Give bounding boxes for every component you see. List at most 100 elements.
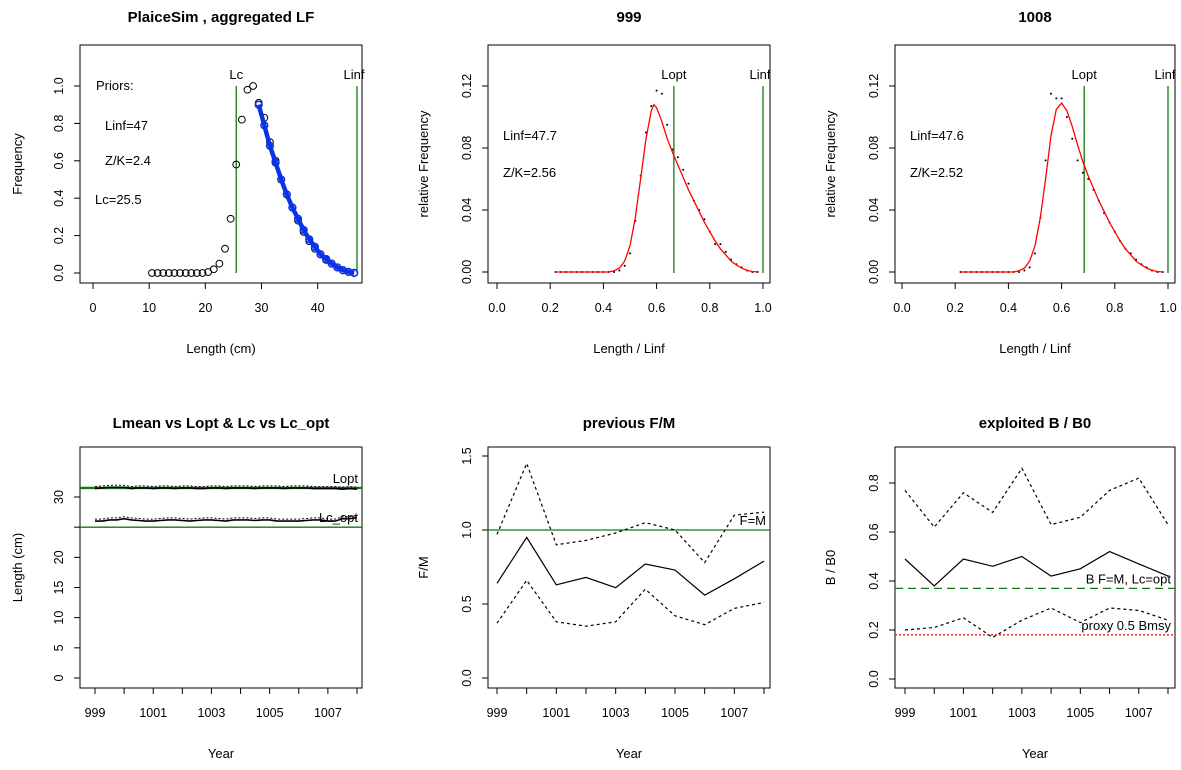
lmean-title: Lmean vs Lopt & Lc vs Lc_opt xyxy=(113,415,330,432)
r1008-data-point xyxy=(1071,137,1074,140)
lmean-x-tick-label: 1001 xyxy=(139,706,167,720)
r999-data-point xyxy=(682,168,685,171)
lf-y-tick-label: 0.6 xyxy=(52,152,66,169)
lf-fit-point xyxy=(265,141,275,150)
lmean-series-ci xyxy=(95,515,358,520)
lf-fit-point xyxy=(338,266,348,275)
r1008-data-point xyxy=(1028,266,1031,269)
lf-fit-point xyxy=(260,121,269,130)
r999-fit-curve xyxy=(555,103,758,273)
r1008-data-point xyxy=(1023,269,1026,272)
r1008-x-tick-label: 1.0 xyxy=(1159,301,1176,315)
r999-x-tick-label: 0.0 xyxy=(488,301,505,315)
r1008-x-label: Length / Linf xyxy=(999,341,1071,356)
lmean-x-label: Year xyxy=(208,746,235,761)
r999-data-point xyxy=(629,252,631,255)
r999-data-point xyxy=(703,218,706,221)
lmean-series-lmean-lower xyxy=(95,516,358,522)
fm-x-tick-label: 1003 xyxy=(602,706,630,720)
r999-data-point xyxy=(655,89,658,92)
lf-y-tick-label: 0.0 xyxy=(52,264,66,281)
lmean-hline-label: Lopt xyxy=(333,471,359,486)
bb0-hline-label: proxy 0.5 Bmsy xyxy=(1081,618,1171,633)
lmean-x-tick-label: 999 xyxy=(85,706,106,720)
fm-hline-label: F=M xyxy=(740,513,766,528)
r999-plot-frame xyxy=(487,44,771,284)
lf-data-point xyxy=(181,269,190,277)
bb0-x-tick-label: 999 xyxy=(895,706,916,720)
lf-fit-point xyxy=(299,225,308,235)
r1008-x-tick-label: 0.8 xyxy=(1106,301,1123,315)
lf-fit-point xyxy=(316,250,325,259)
r1008-vline-label: Lopt xyxy=(1072,67,1098,82)
fm-x-tick-label: 1001 xyxy=(542,706,570,720)
lmean-y-tick-label: 0 xyxy=(52,674,66,681)
lf-data-point xyxy=(198,269,207,277)
lf-fit-point xyxy=(293,214,303,223)
lf-fit-point xyxy=(277,175,286,184)
fm-y-tick-label: 0.0 xyxy=(460,669,474,686)
lf-fit-point xyxy=(310,242,320,251)
lf-annotation: Z/K=2.4 xyxy=(105,153,151,168)
r999-data-point xyxy=(618,269,621,272)
lf-fit-point xyxy=(254,100,263,109)
lf-data-point xyxy=(187,269,196,277)
lf-x-tick-label: 10 xyxy=(142,301,156,315)
lf-data-point xyxy=(153,269,162,277)
r999-data-point xyxy=(666,123,669,126)
r999-data-point xyxy=(676,156,679,159)
r1008-data-point xyxy=(1076,159,1079,162)
lf-title: PlaiceSim , aggregated LF xyxy=(128,9,315,26)
lmean-series-lmean-upper xyxy=(94,486,358,491)
bb0-series-upper xyxy=(904,467,1169,529)
lf-data-point xyxy=(209,265,218,274)
lf-fit-point xyxy=(321,254,331,264)
lf-fit-point xyxy=(282,190,291,199)
r1008-vline-label: Linf xyxy=(1155,67,1176,82)
r1008-y-tick-label: 0.08 xyxy=(867,136,881,160)
r999-data-point xyxy=(623,264,626,267)
r1008-x-tick-label: 0.6 xyxy=(1053,301,1070,315)
r1008-data-point xyxy=(1081,171,1084,174)
r999-y-label: relative Frequency xyxy=(416,110,431,217)
fm-y-tick-label: 1.0 xyxy=(460,521,474,538)
lf-data-point xyxy=(226,214,235,223)
lf-data-point xyxy=(215,259,224,268)
lf-data-point xyxy=(148,269,156,277)
lf-fit-curve xyxy=(256,104,355,276)
r1008-data-point xyxy=(1060,97,1063,100)
bb0-y-tick-label: 0.2 xyxy=(867,621,881,638)
lf-data-point xyxy=(170,269,179,277)
lf-vline-label: Linf xyxy=(344,67,365,82)
bb0-y-tick-label: 0.0 xyxy=(867,670,881,687)
lf-data-point xyxy=(159,269,168,277)
fm-y-tick-label: 1.5 xyxy=(460,447,474,464)
r1008-x-tick-label: 0.2 xyxy=(947,301,964,315)
r999-annotation: Z/K=2.56 xyxy=(503,165,556,180)
r999-x-tick-label: 0.2 xyxy=(542,301,559,315)
lf-y-tick-label: 0.8 xyxy=(52,115,66,132)
fm-x-tick-label: 999 xyxy=(487,706,508,720)
r1008-annotation: Z/K=2.52 xyxy=(910,165,963,180)
r1008-fit-curve xyxy=(960,102,1163,273)
fm-title: previous F/M xyxy=(583,415,676,432)
lf-data-point xyxy=(221,244,229,253)
lf-y-label: Frequency xyxy=(10,133,25,195)
lf-data-point xyxy=(237,115,246,124)
lf-fit-point xyxy=(288,203,297,212)
r1008-y-label: relative Frequency xyxy=(823,110,838,217)
r1008-x-tick-label: 0.4 xyxy=(1000,301,1017,315)
lmean-y-tick-label: 5 xyxy=(52,644,66,651)
r1008-x-tick-label: 0.0 xyxy=(893,301,910,315)
r999-x-tick-label: 0.8 xyxy=(701,301,718,315)
r999-x-tick-label: 0.6 xyxy=(648,301,665,315)
r1008-title: 1008 xyxy=(1018,9,1051,26)
fm-x-tick-label: 1007 xyxy=(720,706,748,720)
bb0-y-tick-label: 0.8 xyxy=(867,474,881,491)
bb0-y-tick-label: 0.4 xyxy=(867,572,881,589)
r999-x-tick-label: 0.4 xyxy=(595,301,612,315)
r999-x-label: Length / Linf xyxy=(593,341,665,356)
lf-vline-label: Lc xyxy=(229,67,243,82)
r1008-data-point xyxy=(1044,159,1047,162)
